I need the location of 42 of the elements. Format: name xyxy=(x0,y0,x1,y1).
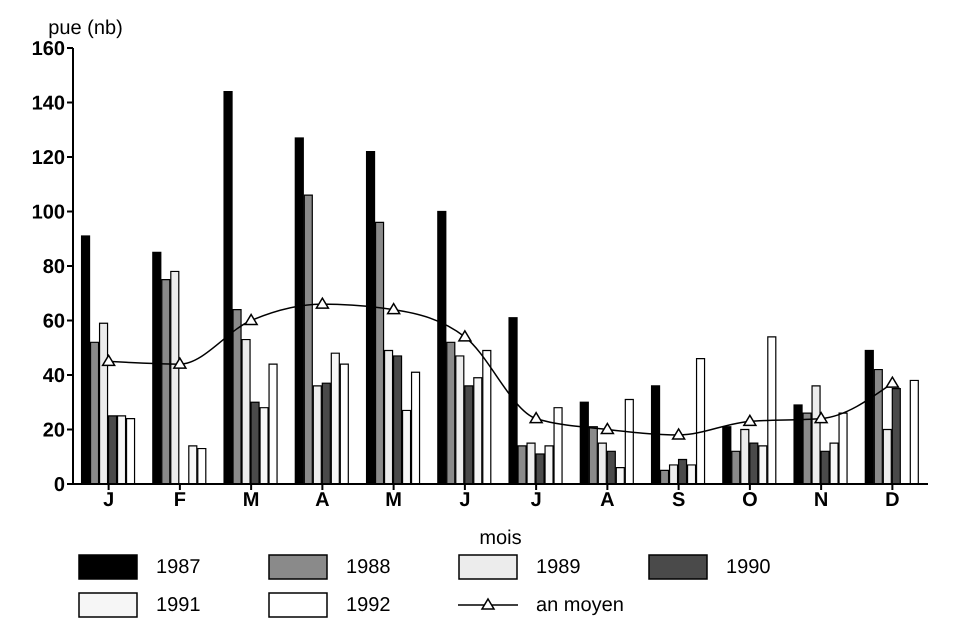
point xyxy=(600,422,614,434)
legend-label: 1992 xyxy=(346,594,390,616)
legend-label: an moyen xyxy=(536,594,624,616)
point xyxy=(173,357,187,369)
legend-label: 1989 xyxy=(536,556,580,578)
x-tick-label: J xyxy=(530,489,542,512)
x-tick-label: N xyxy=(814,489,828,512)
y-tick-label: 80 xyxy=(42,256,65,278)
point xyxy=(814,412,828,424)
y-tick-label: 120 xyxy=(32,147,65,170)
point xyxy=(529,412,543,424)
y-tick-label: 0 xyxy=(54,474,65,496)
x-tick-label: F xyxy=(174,489,186,512)
x-tick-label: M xyxy=(242,489,260,512)
point xyxy=(244,314,258,326)
x-tick-label: A xyxy=(315,489,330,512)
legend-label: 1991 xyxy=(156,594,200,616)
y-axis-title: pue (nb) xyxy=(48,17,123,39)
x-tick-label: D xyxy=(885,489,900,512)
legend-label: 1990 xyxy=(726,556,770,578)
x-tick-label: J xyxy=(103,489,114,512)
x-tick-label: J xyxy=(459,489,470,512)
y-tick-label: 160 xyxy=(32,38,65,60)
point xyxy=(886,376,900,388)
x-tick-label: O xyxy=(742,489,758,512)
point xyxy=(386,302,400,314)
y-tick-label: 40 xyxy=(42,365,65,388)
y-tick-label: 100 xyxy=(32,202,65,224)
x-tick-label: S xyxy=(672,489,686,512)
point xyxy=(102,354,116,366)
legend-label: 1988 xyxy=(346,556,390,578)
x-axis-title: mois xyxy=(479,527,522,549)
legend-label: 1987 xyxy=(156,556,200,578)
point xyxy=(316,297,330,309)
x-tick-label: A xyxy=(600,489,615,512)
y-tick-label: 140 xyxy=(32,92,65,115)
point xyxy=(672,428,686,440)
x-tick-label: M xyxy=(385,489,402,512)
point xyxy=(458,330,472,342)
y-tick-label: 20 xyxy=(42,420,65,442)
y-tick-label: 60 xyxy=(42,310,65,333)
point xyxy=(743,414,757,426)
